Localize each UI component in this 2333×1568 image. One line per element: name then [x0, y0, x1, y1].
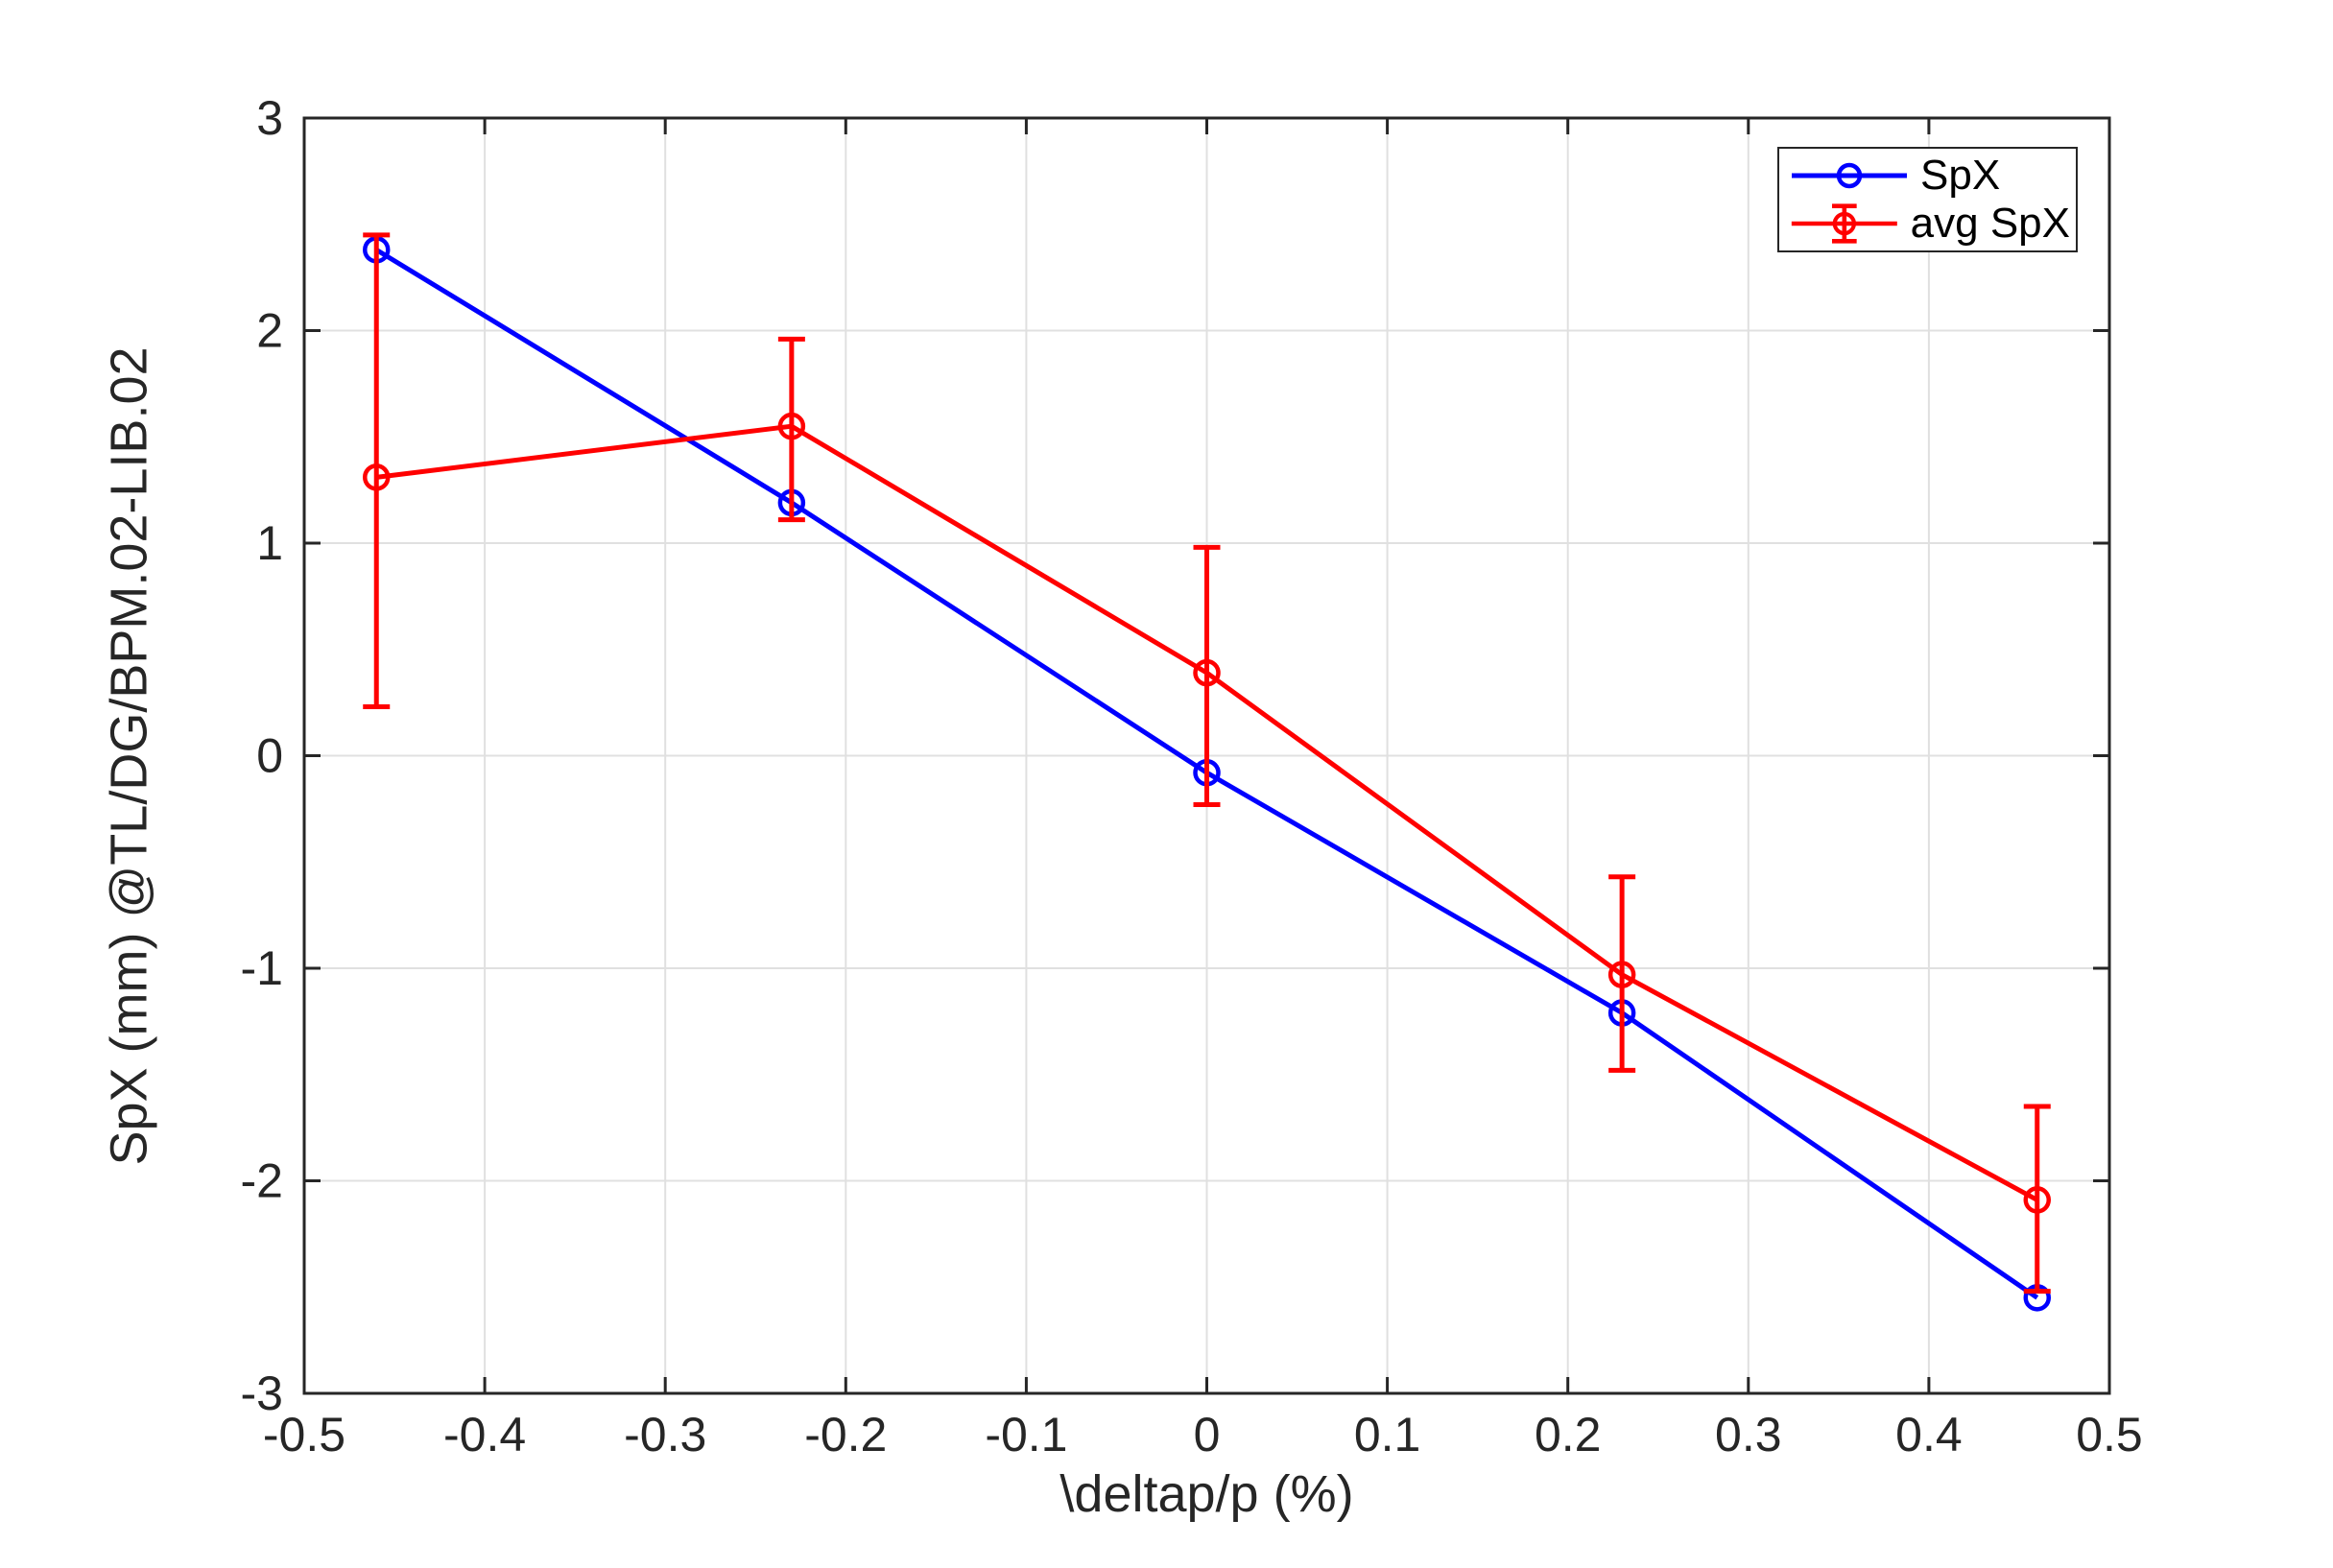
legend-item: SpX: [1790, 154, 2070, 198]
legend-item: avg SpX: [1790, 202, 2070, 246]
legend-item-label: avg SpX: [1910, 199, 2070, 247]
legend-errorbar-glyph: [1791, 203, 1897, 244]
legend-item-label: SpX: [1920, 152, 2001, 200]
y-tick-label: 1: [256, 516, 283, 570]
data-point-marker: [2023, 1186, 2052, 1214]
x-tick-label: -0.2: [804, 1408, 887, 1461]
x-tick-label: 0.1: [1354, 1408, 1421, 1461]
y-tick-label: 2: [256, 304, 283, 358]
legend-glyph-marker: [1832, 211, 1856, 235]
y-tick-label: 3: [256, 91, 283, 145]
series-avg-spx: [362, 232, 2052, 1295]
legend-line-glyph: [1792, 163, 1907, 189]
x-tick-label: -0.3: [624, 1408, 706, 1461]
legend: SpX avg SpX: [1777, 147, 2078, 252]
series-layer: [362, 232, 2052, 1312]
y-tick-label: -1: [241, 941, 283, 995]
x-tick-label: 0.3: [1715, 1408, 1782, 1461]
x-tick-label: 0.5: [2076, 1408, 2143, 1461]
x-tick-label: 0.4: [1895, 1408, 1963, 1461]
legend-glyph-marker: [1836, 163, 1863, 189]
x-axis-label: \deltap/p (%): [1059, 1465, 1354, 1523]
y-axis-label: SpX (mm) @TL/DG/BPM.02-LIB.02: [100, 346, 158, 1166]
data-point-marker: [777, 412, 806, 440]
data-point-marker: [1607, 961, 1636, 988]
x-tick-label: -0.4: [443, 1408, 526, 1461]
y-tick-label: 0: [256, 729, 283, 783]
x-tick-label: -0.5: [263, 1408, 345, 1461]
x-tick-label: 0: [1194, 1408, 1221, 1461]
x-tick-label: 0.2: [1535, 1408, 1602, 1461]
y-tick-label: -3: [241, 1366, 283, 1420]
tick-label-layer: -0.5 -0.4 -0.3 -0.2 -0.1 0 0.1 0.2 0.3 0.4 0.5 -3 -2…: [241, 91, 2143, 1461]
x-tick-label: -0.1: [985, 1408, 1067, 1461]
y-tick-label: -2: [241, 1154, 283, 1208]
data-point-marker: [1193, 658, 1221, 687]
data-point-marker: [362, 463, 391, 491]
axis-box-layer: [302, 116, 2111, 1395]
